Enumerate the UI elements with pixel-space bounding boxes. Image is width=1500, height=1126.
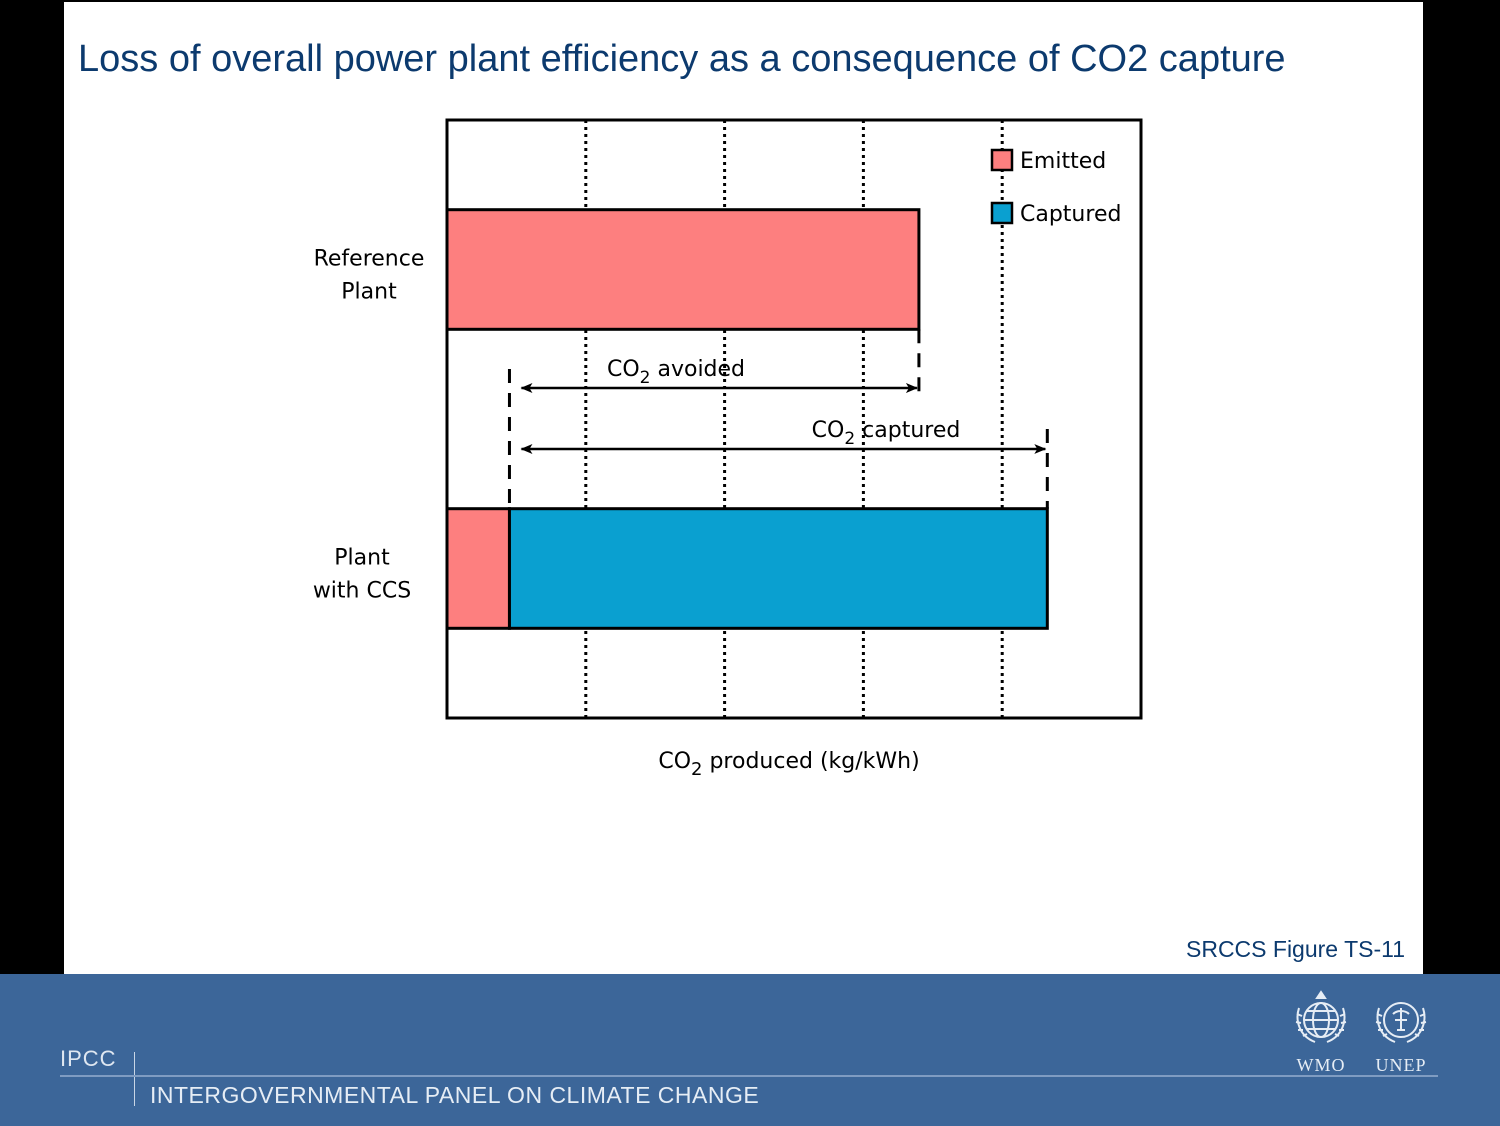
footer-short-name: IPCC bbox=[60, 1046, 117, 1071]
category-label-line2: with CCS bbox=[313, 579, 411, 604]
annotations: CO2 avoided CO2 captured bbox=[507, 329, 1049, 509]
wmo-emblem-icon bbox=[1295, 990, 1347, 1043]
slide: Loss of overall power plant efficiency a… bbox=[64, 2, 1423, 974]
bar-emitted-2 bbox=[445, 507, 511, 630]
bars bbox=[445, 208, 1049, 630]
category-label-line1: Plant bbox=[334, 546, 390, 571]
unep-label: UNEP bbox=[1375, 1055, 1427, 1075]
co2-bar-chart: CO2 avoided CO2 captured Reference Plant Pl… bbox=[313, 118, 1143, 780]
legend-swatch-captured bbox=[990, 201, 1014, 225]
figure-reference: SRCCS Figure TS-11 bbox=[1186, 936, 1405, 962]
category-label-line2: Plant bbox=[341, 280, 397, 305]
plot-frame bbox=[445, 118, 1143, 720]
footer-org-name: INTERGOVERNMENTAL PANEL ON CLIMATE CHANG… bbox=[150, 1082, 760, 1108]
legend-label-captured: Captured bbox=[1020, 202, 1121, 227]
wmo-logo: WMO bbox=[1286, 990, 1356, 1076]
category-label-line1: Reference bbox=[314, 247, 425, 272]
unep-logo: UNEP bbox=[1366, 990, 1436, 1076]
annotation-label-1: CO2 avoided bbox=[607, 357, 745, 388]
legend-swatch-emitted bbox=[990, 148, 1014, 172]
legend: Emitted Captured bbox=[990, 148, 1121, 227]
footer: IPCC INTERGOVERNMENTAL PANEL ON CLIMATE … bbox=[0, 974, 1500, 1126]
unep-emblem-icon bbox=[1375, 1002, 1427, 1043]
footer-divider bbox=[134, 1052, 135, 1106]
footer-rule bbox=[60, 1075, 1438, 1077]
x-axis-label: CO2 produced (kg/kWh) bbox=[658, 749, 919, 780]
legend-label-emitted: Emitted bbox=[1020, 149, 1106, 174]
bar-captured-2 bbox=[507, 507, 1049, 630]
annotation-label-2: CO2 captured bbox=[812, 418, 961, 449]
slide-title: Loss of overall power plant efficiency a… bbox=[78, 38, 1286, 80]
bar-emitted-1 bbox=[445, 208, 921, 331]
category-labels: Reference Plant Plant with CCS bbox=[313, 247, 425, 604]
wmo-label: WMO bbox=[1296, 1055, 1346, 1075]
